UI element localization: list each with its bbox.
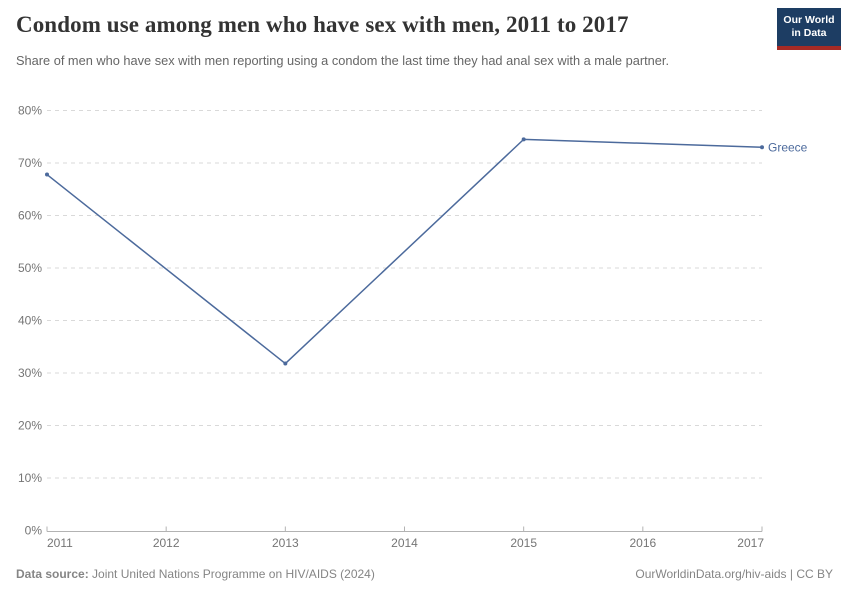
- data-point: [760, 145, 764, 150]
- y-tick-label: 70%: [18, 156, 42, 170]
- x-tick-label: 2011: [47, 536, 73, 550]
- x-tick-label: 2012: [153, 536, 180, 550]
- y-tick-label: 30%: [18, 366, 42, 380]
- x-tick-label: 2016: [629, 536, 656, 550]
- y-tick-label: 40%: [18, 314, 42, 328]
- y-tick-label: 80%: [18, 104, 42, 118]
- data-source-label: Data source:: [16, 567, 89, 581]
- owid-logo-line1: Our World: [783, 14, 835, 26]
- data-point: [521, 137, 526, 142]
- x-tick-label: 2015: [510, 536, 537, 550]
- chart-footer: Data source: Joint United Nations Progra…: [16, 567, 833, 581]
- owid-logo-line2: in Data: [791, 27, 827, 40]
- data-point: [283, 361, 288, 366]
- data-source-text: Joint United Nations Programme on HIV/AI…: [92, 567, 375, 581]
- data-source: Data source: Joint United Nations Progra…: [16, 567, 375, 581]
- y-tick-label: 20%: [18, 419, 42, 433]
- x-tick-label: 2014: [391, 536, 418, 550]
- page-title: Condom use among men who have sex with m…: [16, 12, 629, 37]
- owid-logo: Our World in Data: [777, 8, 841, 50]
- y-tick-label: 0%: [25, 524, 43, 538]
- x-tick-label: 2013: [272, 536, 299, 550]
- y-tick-label: 50%: [18, 261, 42, 275]
- data-point: [45, 172, 49, 177]
- chart-subtitle: Share of men who have sex with men repor…: [16, 53, 669, 68]
- attribution: OurWorldinData.org/hiv-aids | CC BY: [635, 567, 833, 581]
- y-tick-label: 60%: [18, 209, 42, 223]
- series-label: Greece: [768, 140, 808, 154]
- series-line: [46, 138, 763, 365]
- x-tick-label: 2017: [737, 536, 764, 550]
- y-tick-label: 10%: [18, 471, 42, 485]
